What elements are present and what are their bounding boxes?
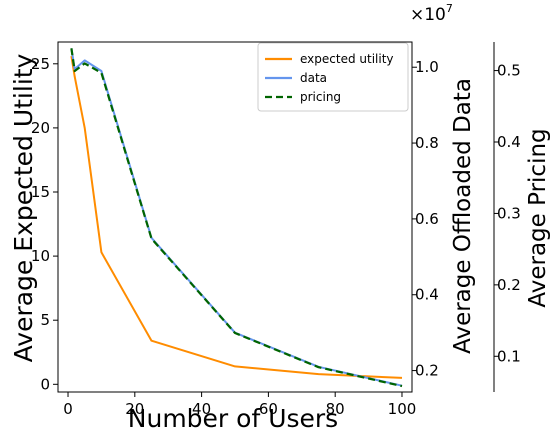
y2-tick-label: 0.2 <box>415 362 439 380</box>
y3-axis-label: Average Pricing <box>525 128 550 307</box>
y-tick-label: 5 <box>40 311 50 329</box>
x-axis-label: Number of Users <box>128 404 338 432</box>
y2-axis-label: Average Offloaded Data <box>450 78 476 354</box>
y3-tick-label: 0.3 <box>497 204 521 222</box>
legend-label: pricing <box>300 90 341 104</box>
y2-tick-label: 0.4 <box>415 286 439 304</box>
y-tick-label: 0 <box>40 375 50 393</box>
legend-label: expected utility <box>300 52 394 66</box>
y3-tick-label: 0.1 <box>497 347 521 365</box>
legend: expected utility data pricing <box>258 43 408 111</box>
y2-tick-label: 0.8 <box>415 134 439 152</box>
y2-tick-label: 0.6 <box>415 210 439 228</box>
y3-tick-label: 0.2 <box>497 276 521 294</box>
legend-label: data <box>300 71 327 85</box>
y3-tick-label: 0.5 <box>497 62 521 80</box>
y-axis-label: Average Expected Utility <box>9 53 38 362</box>
y3-tick-label: 0.4 <box>497 133 521 151</box>
y2-tick-label: 1.0 <box>415 58 439 76</box>
x-tick-label: 100 <box>388 400 417 418</box>
x-tick-label: 0 <box>63 400 73 418</box>
y2-axis-multiplier: ×107 <box>410 2 453 25</box>
